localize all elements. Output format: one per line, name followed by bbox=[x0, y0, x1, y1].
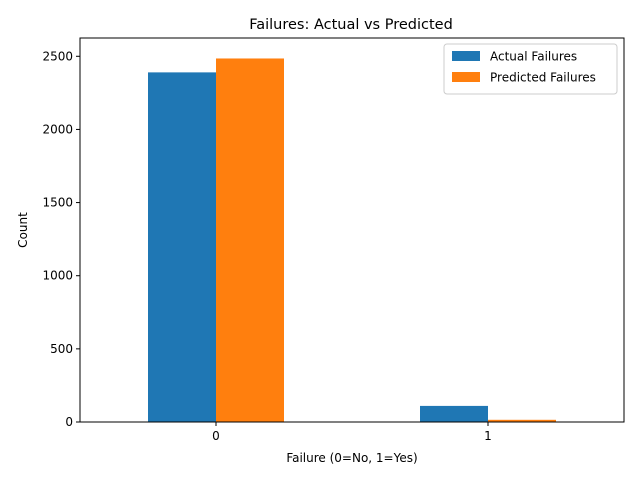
bar-predicted-failures-0 bbox=[216, 58, 284, 422]
legend: Actual Failures Predicted Failures bbox=[443, 43, 618, 95]
y-axis: 0 500 1000 1500 2000 2500 bbox=[42, 49, 80, 429]
y-tick-label: 2500 bbox=[42, 49, 73, 63]
legend-box bbox=[443, 43, 618, 95]
legend-swatch bbox=[452, 72, 480, 82]
y-tick-label: 1000 bbox=[42, 269, 73, 283]
legend-swatch bbox=[452, 51, 480, 61]
x-tick-label: 1 bbox=[484, 429, 492, 443]
bar-actual-failures-1 bbox=[420, 405, 488, 422]
bar-actual-failures-0 bbox=[148, 72, 216, 423]
y-tick-label: 0 bbox=[65, 415, 73, 429]
chart-title: Failures: Actual vs Predicted bbox=[249, 17, 453, 33]
x-axis-label: Failure (0=No, 1=Yes) bbox=[286, 451, 417, 465]
y-tick-label: 500 bbox=[50, 342, 73, 356]
y-axis-label: Count bbox=[16, 212, 30, 248]
bar-predicted-failures-1 bbox=[488, 419, 556, 422]
x-tick-label: 0 bbox=[212, 429, 220, 443]
legend-label: Predicted Failures bbox=[490, 71, 596, 85]
y-tick-label: 2000 bbox=[42, 122, 73, 136]
plot-frame bbox=[79, 37, 625, 423]
legend-label: Actual Failures bbox=[490, 50, 577, 64]
bars-group bbox=[148, 58, 556, 423]
y-tick-label: 1500 bbox=[42, 196, 73, 210]
